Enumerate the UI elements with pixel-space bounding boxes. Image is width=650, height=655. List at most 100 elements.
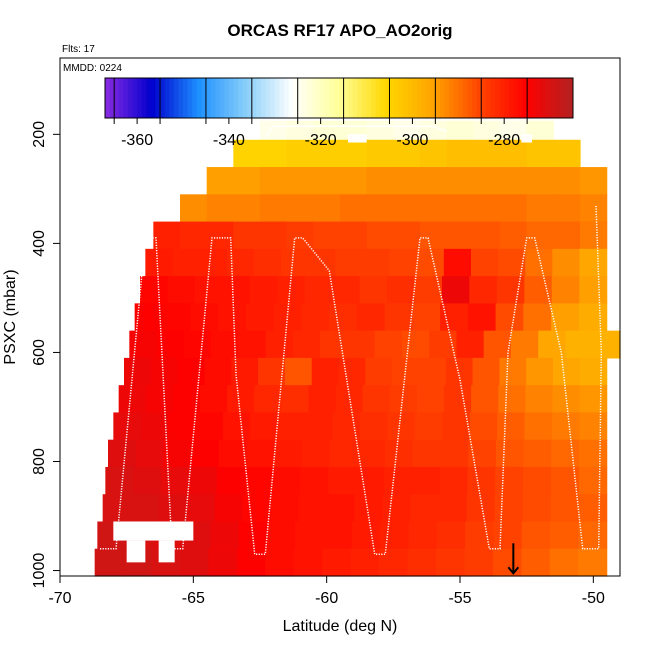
colorbar-swatch-12 [160,78,166,118]
colorbar-swatch-82 [481,78,487,118]
heatmap-cell-r13-c8 [328,466,357,495]
heatmap-cell-r5-c11 [443,248,472,277]
colorbar-swatch-76 [453,78,459,118]
colorbar-swatch-89 [513,78,519,118]
colorbar-swatch-59 [375,78,381,118]
heatmap-cell-r2-c3 [286,167,314,195]
colorbar-swatch-40 [288,78,294,118]
colorbar-swatch-63 [394,78,400,118]
heatmap-cell-r9-c3 [204,357,232,386]
data-gaps [113,134,532,563]
heatmap-cell-r14-c5 [242,494,272,523]
heatmap-cell-r8-c13 [483,330,512,359]
heatmap-cell-r3-c13 [526,194,554,223]
heatmap-cell-r6-c10 [414,276,443,304]
heatmap-cell-r7-c2 [190,303,219,332]
heatmap-cell-r10-c15 [525,385,554,414]
heatmap-cell-r3-c3 [260,194,288,223]
heatmap-cell-r11-c7 [305,412,334,441]
y-tick-label: 600 [31,339,48,366]
heatmap-cell-r11-c15 [524,412,553,441]
heatmap-cell-r12-c11 [412,439,442,468]
upper-track-line [264,125,447,138]
y-tick-label: 800 [31,448,48,475]
heatmap-cell-r12-c17 [578,439,608,468]
heatmap-cell-r4-c16 [580,221,608,250]
colorbar-swatch-33 [256,78,262,118]
heatmap-cell-r4-c0 [153,221,181,250]
heatmap-cell-r14-c16 [550,494,580,523]
heatmap-cell-r5-c15 [552,248,581,277]
heatmap-cell-r5-c1 [172,248,201,277]
heatmap-cell-r8-c12 [456,330,485,359]
colorbar-tick-label: -320 [305,132,337,149]
heatmap-cell-r10-c0 [118,385,147,414]
heatmap-cell-r4-c8 [366,221,394,250]
colorbar-swatch-98 [554,78,560,118]
heatmap-cell-r16-c3 [180,548,210,577]
heatmap-cell-r10-c14 [498,385,526,414]
heatmap-cell-r13-c7 [300,466,329,495]
colorbar-swatch-25 [219,78,225,118]
heatmap-cell-r1-c2 [286,139,314,168]
heatmap-cell-r3-c9 [420,194,448,223]
heatmap-cell-r10-c5 [254,385,282,414]
heatmap-cell-r13-c6 [272,466,301,495]
heatmap-cell-r2-c4 [313,167,341,195]
heatmap-cell-r14-c7 [298,494,328,523]
flights-note: Flts: 17 [62,44,95,55]
colorbar-tick-label: -360 [121,132,153,149]
plot-frame [59,57,621,577]
heatmap-cell-r5-c16 [579,248,608,277]
heatmap-cell-r13-c1 [133,466,162,495]
colorbar-swatch-90 [517,78,524,118]
colorbar-swatch-86 [499,78,505,118]
heatmap-cell-r2-c9 [446,167,474,195]
heatmap-cell-r2-c11 [500,167,528,195]
colorbar-frame [104,77,574,119]
heatmap-cell-r11-c5 [250,412,279,441]
heatmap-cell-r8-c4 [238,330,267,359]
colorbar-swatch-32 [251,78,257,118]
heatmap-cell-r11-c1 [140,412,169,441]
y-axis: 200 400 600 800 1000 [31,121,60,588]
heatmap-cell-r5-c13 [498,248,526,277]
heatmap-cell-r12-c14 [495,439,525,468]
heatmap-cell-r3-c5 [313,194,341,223]
date-note: MMDD: 0224 [63,63,122,74]
x-tick-label: -65 [182,590,205,607]
heatmap-cell-r9-c17 [579,357,608,386]
colorbar-swatch-13 [164,78,170,118]
colorbar-tick-label: -280 [488,132,520,149]
heatmap-cell-r6-c9 [387,276,416,304]
heatmap-cell-r4-c14 [526,221,554,250]
colorbar-swatch-16 [178,78,184,118]
heatmap-cell-r12-c13 [468,439,497,468]
colorbar-swatch-2 [114,78,120,118]
heatmap-cell-r14-c15 [522,494,552,523]
colorbar-tick-label: -300 [396,132,428,149]
colorbar-swatch-3 [118,78,124,118]
heatmap-cell-r11-c10 [387,412,416,441]
heatmap-cell-r4-c10 [420,221,448,250]
heatmap-cell-r9-c1 [150,357,179,386]
heatmap-cell-r13-c15 [523,466,552,495]
heatmap-cell-r6-c11 [441,276,471,304]
colorbar-swatch-94 [536,78,542,118]
colorbar-swatch-79 [467,78,473,118]
heatmap-cell-r14-c4 [214,494,244,523]
heatmap-cell-r11-c8 [332,412,361,441]
heatmap-cell-r3-c15 [580,194,608,223]
heatmap-cell-r16-c7 [293,548,323,577]
colorbar-swatch-23 [210,78,216,118]
heatmap-cell-r13-c3 [188,466,218,495]
heatmap-cell-r11-c3 [195,412,224,441]
colorbar-swatch-61 [384,78,390,118]
chart-title: ORCAS RF17 APO_AO2orig [227,21,452,40]
heatmap-cell-r4-c12 [473,221,501,250]
heatmap-cell-r2-c12 [526,167,554,195]
heatmap-cell-r3-c4 [286,194,314,223]
data-gap-4 [521,134,532,143]
heatmap-cell-r10-c12 [444,385,472,414]
